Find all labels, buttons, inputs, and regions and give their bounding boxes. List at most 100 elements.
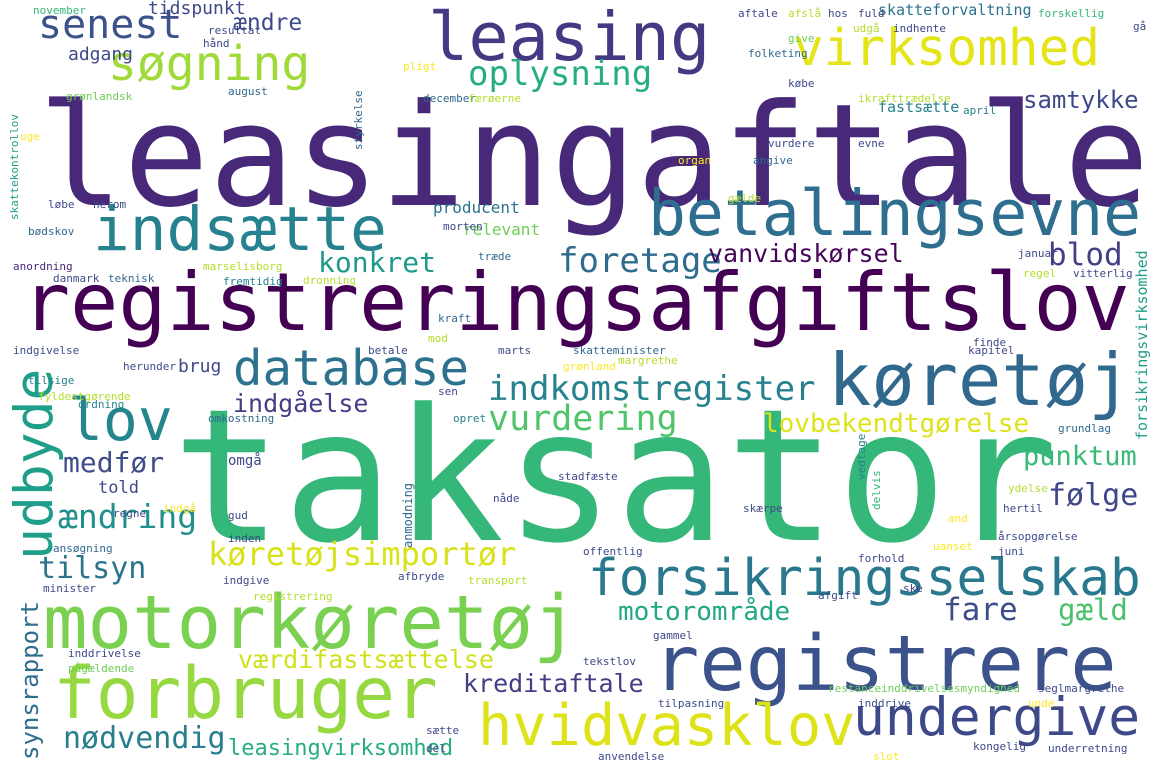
word: april — [963, 104, 996, 117]
word: fare — [943, 592, 1018, 628]
word: vurdere — [768, 137, 814, 150]
word: medfør — [63, 446, 164, 479]
word: skattekontrollov — [8, 114, 21, 220]
word: gammel — [653, 629, 693, 642]
word: aftale — [738, 7, 778, 20]
word: relevant — [463, 220, 540, 239]
word: stadfæste — [558, 470, 618, 483]
word: kapitel — [968, 344, 1014, 357]
word: skatteminister — [573, 344, 666, 357]
word: lov — [68, 386, 173, 454]
word: told — [98, 478, 139, 498]
word: regel — [1023, 267, 1056, 280]
word: motorkøretøj — [43, 580, 578, 666]
word: hertil — [1003, 502, 1043, 515]
word: offentlig — [583, 545, 643, 558]
word: omkostning — [208, 412, 274, 425]
word: folketing — [748, 47, 808, 60]
word: oplysning — [468, 54, 652, 94]
word: samtykke — [1023, 86, 1139, 114]
word: søgning — [108, 36, 310, 92]
word: angive — [753, 154, 793, 167]
word: indsætte — [93, 194, 387, 265]
word: marselisborg — [203, 260, 282, 273]
word: kraft — [438, 312, 471, 325]
word: vanvidskørsel — [708, 239, 904, 268]
word: gud — [228, 509, 248, 522]
word: afgift — [818, 589, 858, 602]
word: anvendelse — [598, 750, 664, 763]
word: dronning — [303, 274, 356, 287]
word: hos — [828, 7, 848, 20]
word: indgå — [163, 502, 196, 515]
word: afslå — [788, 7, 821, 20]
word: tidspunkt — [148, 0, 246, 19]
word: november — [33, 4, 86, 17]
word: kongelig — [973, 740, 1026, 753]
word: fuld — [858, 7, 885, 20]
word: lovbekendtgørelse — [763, 409, 1029, 439]
word: uanset — [933, 540, 973, 553]
word: senest — [38, 2, 183, 48]
word: januar — [1018, 247, 1058, 260]
word: forhold — [858, 552, 904, 565]
word: følge — [1048, 478, 1138, 513]
word: database — [233, 340, 469, 397]
word: ansøgning — [53, 542, 113, 555]
word: leasing — [428, 0, 710, 76]
word: foretage — [558, 241, 722, 281]
word: tekstlov — [583, 655, 636, 668]
word: skærpe — [743, 502, 783, 515]
word: morten — [443, 220, 483, 233]
word: brug — [178, 356, 221, 377]
word: nåde — [493, 492, 520, 505]
word: organ — [678, 154, 711, 167]
word: vitterlig — [1073, 267, 1133, 280]
word: inddrive — [858, 697, 911, 710]
word: delvis — [870, 470, 883, 510]
word: forskellig — [1038, 7, 1104, 20]
word: danmark — [53, 272, 100, 285]
word: marts — [498, 344, 531, 357]
word: vedtage — [855, 434, 868, 480]
word: ændre — [233, 10, 302, 36]
word: motorområde — [618, 596, 790, 627]
word: grønland — [563, 360, 616, 373]
word: mod — [428, 332, 448, 345]
word: and — [948, 512, 968, 525]
word: fastsætte — [878, 98, 959, 116]
word: køretøj — [828, 338, 1131, 422]
word: sætte — [426, 724, 459, 737]
word: tilpasning — [658, 697, 724, 710]
word: styrkelse — [352, 90, 365, 150]
word: minister — [43, 582, 96, 595]
word: omgå — [228, 452, 262, 469]
word: transport — [468, 574, 528, 587]
word: pågældende — [68, 662, 134, 675]
word: inddrivelse — [68, 647, 141, 660]
word: del — [426, 742, 446, 755]
word: undergive — [853, 687, 1140, 748]
word: bødskov — [28, 225, 75, 238]
word: herom — [93, 198, 126, 211]
word: give — [788, 32, 815, 45]
word: forsikringsvirksomhed — [1133, 250, 1151, 440]
word: inden — [228, 532, 261, 545]
word: køretøjsimportør — [208, 535, 516, 573]
word: tilsyn — [38, 551, 146, 586]
word: anordning — [13, 260, 73, 273]
word: indkomstregister — [488, 369, 816, 409]
word: gæld — [1058, 593, 1128, 627]
word: producent — [433, 198, 520, 217]
word: pligt — [403, 60, 436, 73]
word: underretning — [1048, 742, 1127, 755]
word: færøerne — [468, 92, 521, 105]
word: blod — [1048, 237, 1123, 273]
word: indgivelse — [13, 344, 79, 357]
word: grundlag — [1058, 422, 1111, 435]
word: taksator — [172, 370, 1058, 584]
word: evne — [858, 137, 885, 150]
word: årsopgørelse — [998, 530, 1077, 543]
word: betalingsevne — [648, 177, 1141, 250]
